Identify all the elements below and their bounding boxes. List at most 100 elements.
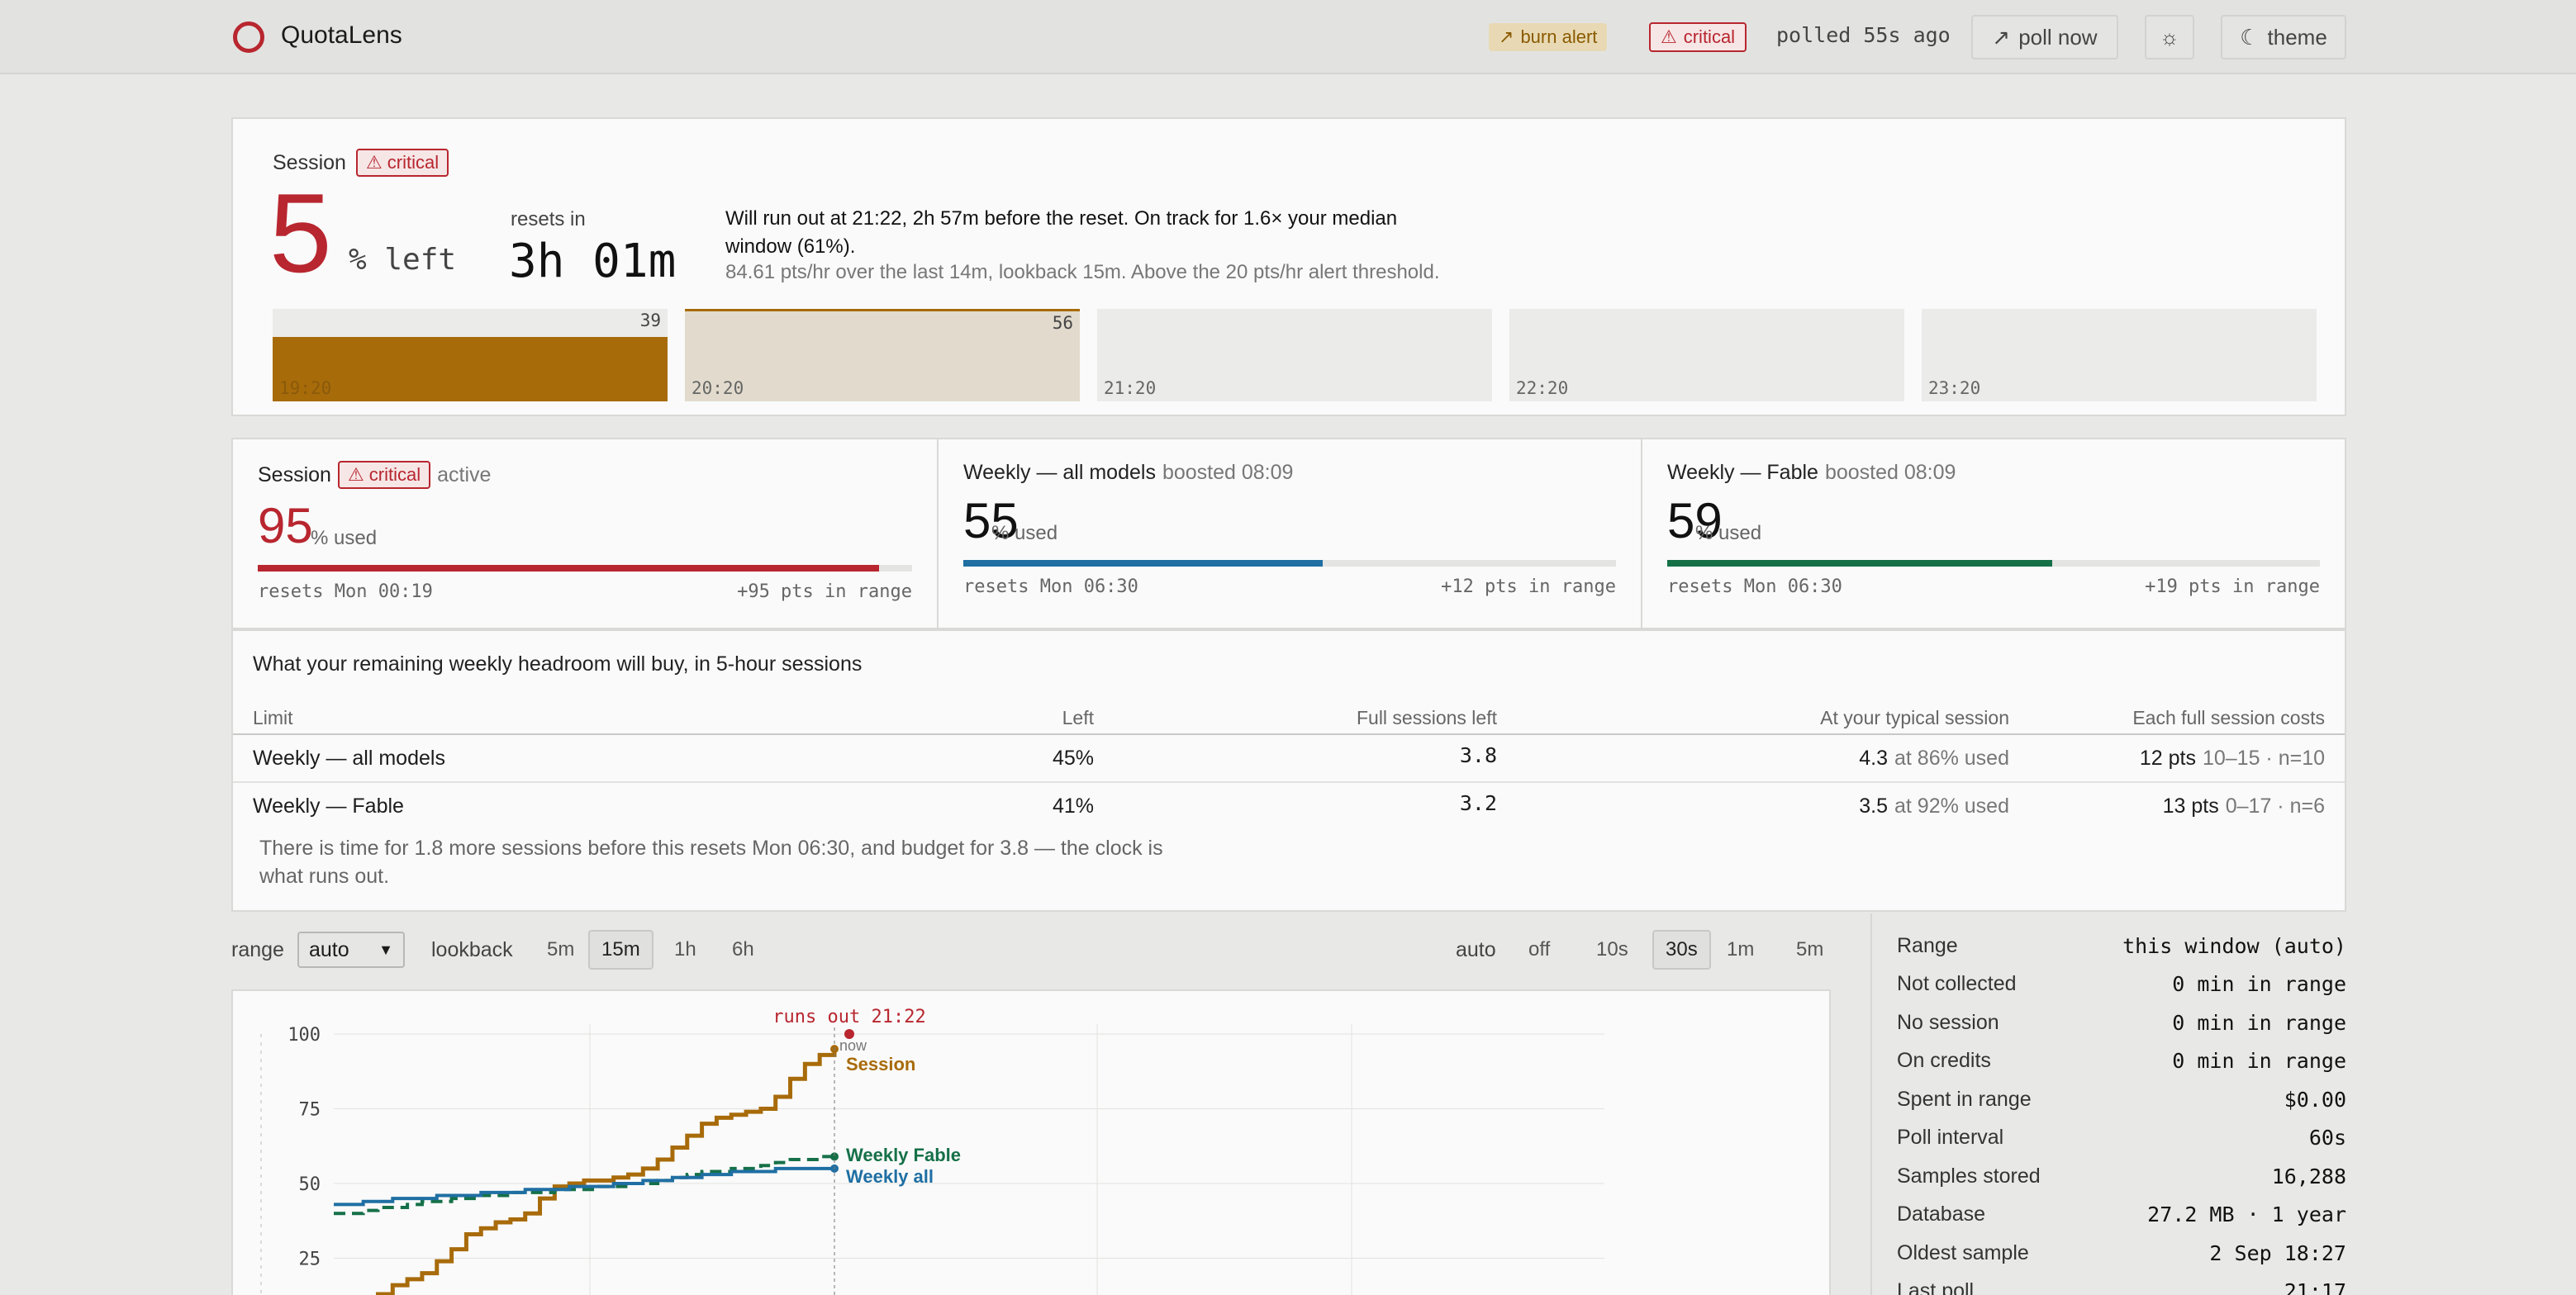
series-label: Session — [846, 1054, 915, 1074]
lookback-option-5m[interactable]: 5m — [547, 938, 575, 961]
lookback-label: lookback — [431, 938, 513, 961]
auto-option-1m[interactable]: 1m — [1727, 938, 1755, 961]
timeline-hour-1: 20:20 56 — [685, 309, 1080, 401]
limit-used-unit: % used — [311, 527, 378, 549]
limit-resets: resets Mon 00:19 — [258, 581, 433, 602]
lookback-option-6h[interactable]: 6h — [732, 938, 754, 961]
stat-key: Database — [1897, 1202, 1986, 1226]
stat-row: Spent in range $0.00 — [1897, 1080, 2346, 1118]
session-hero-card: Session ⚠ critical 5 % left resets in 3h… — [231, 117, 2346, 416]
stat-key: On credits — [1897, 1049, 1991, 1072]
limit-progress-fill — [1667, 560, 2053, 567]
timeline-hour-label: 22:20 — [1516, 378, 1569, 398]
headroom-card: What your remaining weekly headroom will… — [231, 629, 2346, 912]
limit-range: +12 pts in range — [1441, 576, 1616, 597]
cell-limit: Weekly — all models — [253, 747, 445, 770]
cell-left: 41% — [1052, 795, 1094, 818]
limit-header: Session ⚠ critical active — [258, 461, 491, 489]
auto-option-5m[interactable]: 5m — [1796, 938, 1824, 961]
stats-divider — [1870, 913, 1872, 1295]
stat-row: Last poll 21:17 — [1897, 1273, 2346, 1295]
limit-card-2: Weekly — Fable boosted 08:09 59% used reset… — [1641, 438, 2346, 629]
limit-title: Weekly — Fable — [1667, 461, 1818, 484]
session-timeline: 19:20 39 20:20 56 21:20 22:20 23:20 — [273, 309, 2318, 401]
stat-value: 0 min in range — [2172, 1049, 2346, 1073]
timeline-hour-label: 19:20 — [279, 378, 332, 398]
burn-rate-message: 84.61 pts/hr over the last 14m, lookback… — [725, 261, 1440, 283]
moon-icon: ☾ — [2240, 24, 2260, 50]
percent-left-value: 5 — [269, 170, 332, 296]
timeline-hour-2: 21:20 — [1097, 309, 1492, 401]
theme-button[interactable]: ☾ theme — [2221, 15, 2346, 59]
y-tick-label: 100 — [288, 1025, 321, 1046]
cell-sessions: 3.8 — [1459, 743, 1497, 767]
limit-state: boosted 08:09 — [1162, 461, 1294, 484]
auto-option-off[interactable]: off — [1528, 938, 1551, 961]
cell-cost: 13 pts 0–17 · n=6 — [2162, 795, 2325, 818]
series-line-weekly-all — [334, 1166, 834, 1207]
stat-row: Range this window (auto) — [1897, 927, 2346, 965]
limit-progress — [963, 560, 1616, 567]
series-endpoint — [830, 1152, 839, 1161]
timeline-hour-0: 19:20 39 — [273, 309, 668, 401]
stat-row: Database 27.2 MB · 1 year — [1897, 1196, 2346, 1234]
cell-typical: 4.3 at 86% used — [1859, 747, 2009, 770]
y-tick-label: 50 — [299, 1174, 321, 1195]
stat-key: Last poll — [1897, 1279, 1975, 1295]
settings-button[interactable]: ☼ — [2145, 15, 2194, 59]
run-out-annotation: runs out 21:22 — [772, 1007, 925, 1027]
limit-header: Weekly — all models boosted 08:09 — [963, 461, 1293, 485]
lookback-option-15m[interactable]: 15m — [588, 930, 654, 970]
percent-left-unit: % left — [349, 243, 457, 277]
stat-value: 60s — [2308, 1126, 2346, 1150]
limit-header: Weekly — Fable boosted 08:09 — [1667, 461, 1956, 485]
series-label: Weekly all — [846, 1166, 934, 1187]
resets-label: resets in — [511, 208, 586, 230]
timeline-hour-label: 23:20 — [1928, 378, 1981, 398]
stat-value: 0 min in range — [2172, 1010, 2346, 1035]
stat-key: Not collected — [1897, 972, 2017, 995]
headroom-table: Limit Left Full sessions left At your ty… — [233, 697, 2345, 846]
poll-now-button[interactable]: ↗ poll now — [1971, 15, 2118, 59]
run-out-message: Will run out at 21:22, 2h 57m before the… — [725, 207, 1398, 258]
stat-row: Poll interval 60s — [1897, 1119, 2346, 1157]
cell-cost: 12 pts 10–15 · n=10 — [2139, 747, 2325, 770]
auto-option-30s[interactable]: 30s — [1652, 930, 1711, 970]
stat-row: Not collected 0 min in range — [1897, 965, 2346, 1003]
headroom-note: There is time for 1.8 more sessions befo… — [259, 837, 1163, 888]
auto-option-10s[interactable]: 10s — [1596, 938, 1628, 961]
timeline-fill — [273, 336, 668, 401]
limit-progress — [258, 565, 912, 572]
run-out-marker — [844, 1029, 854, 1039]
table-row: Weekly — Fable 41% 3.2 3.5 at 92% used 13 pts… — [233, 781, 2345, 829]
stat-value: 0 min in range — [2172, 972, 2346, 996]
limit-title: Session — [258, 462, 331, 486]
lookback-option-1h[interactable]: 1h — [674, 938, 696, 961]
limit-used-value: 55 — [963, 493, 1019, 548]
stat-row: On credits 0 min in range — [1897, 1042, 2346, 1080]
critical-badge: ⚠ critical — [355, 149, 449, 177]
cell-typical: 3.5 at 92% used — [1859, 795, 2009, 818]
stat-key: Range — [1897, 933, 1958, 957]
stat-key: Samples stored — [1897, 1164, 2041, 1188]
limit-progress-fill — [258, 565, 880, 572]
cell-limit: Weekly — Fable — [253, 795, 404, 818]
timeline-hour-value: 39 — [639, 311, 661, 330]
critical-badge: ⚠ critical — [1649, 22, 1747, 52]
auto-label: auto — [1456, 938, 1496, 961]
y-tick-label: 25 — [299, 1250, 321, 1270]
col-sessions: Full sessions left — [1356, 707, 1497, 728]
series-label: Weekly Fable — [846, 1145, 961, 1165]
app-name: QuotaLens — [281, 21, 402, 49]
usage-chart-card: 25 50 75 100 Session Weekly Fable Weekly all no… — [231, 989, 1831, 1295]
range-select[interactable]: auto ▼ — [297, 932, 405, 968]
limit-card-1: Weekly — all models boosted 08:09 55% used… — [937, 438, 1642, 629]
limit-range: +95 pts in range — [737, 581, 912, 602]
timeline-hour-3: 22:20 — [1509, 309, 1904, 401]
burn-alert-badge: ↗ burn alert — [1489, 23, 1608, 51]
limit-used-unit: % used — [991, 522, 1058, 544]
session-label: Session — [273, 150, 346, 174]
col-limit: Limit — [253, 707, 293, 728]
limit-title: Weekly — all models — [963, 461, 1156, 484]
